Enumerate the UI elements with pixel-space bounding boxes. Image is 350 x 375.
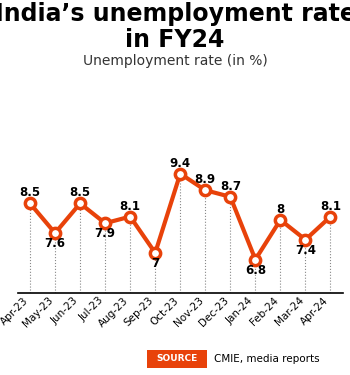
Point: [152, 250, 158, 256]
Text: 6.8: 6.8: [245, 264, 266, 276]
FancyBboxPatch shape: [147, 350, 206, 368]
Text: 8.1: 8.1: [120, 200, 141, 213]
Point: [203, 187, 208, 193]
Point: [303, 237, 308, 243]
Text: 8.1: 8.1: [320, 200, 341, 213]
Text: Unemployment rate (in %): Unemployment rate (in %): [83, 54, 267, 68]
Text: 7.4: 7.4: [295, 244, 316, 257]
Point: [177, 171, 183, 177]
Text: CMIE, media reports: CMIE, media reports: [214, 354, 319, 363]
Point: [77, 200, 83, 206]
Text: 8: 8: [276, 203, 285, 216]
Text: 8.5: 8.5: [70, 186, 91, 200]
Point: [328, 214, 333, 220]
Text: 7.9: 7.9: [94, 227, 116, 240]
Text: India’s unemployment rate: India’s unemployment rate: [0, 2, 350, 26]
Point: [102, 220, 108, 226]
Text: SOURCE: SOURCE: [156, 354, 197, 363]
Text: 9.4: 9.4: [170, 157, 191, 170]
Point: [253, 256, 258, 262]
Text: 7.6: 7.6: [44, 237, 65, 250]
Point: [27, 200, 33, 206]
Text: 7: 7: [151, 257, 159, 270]
Text: 8.9: 8.9: [195, 173, 216, 186]
Text: 8.7: 8.7: [220, 180, 241, 193]
Point: [127, 214, 133, 220]
Point: [228, 194, 233, 200]
Text: 8.5: 8.5: [20, 186, 41, 200]
Point: [278, 217, 283, 223]
Point: [52, 230, 58, 236]
Text: in FY24: in FY24: [125, 28, 225, 52]
